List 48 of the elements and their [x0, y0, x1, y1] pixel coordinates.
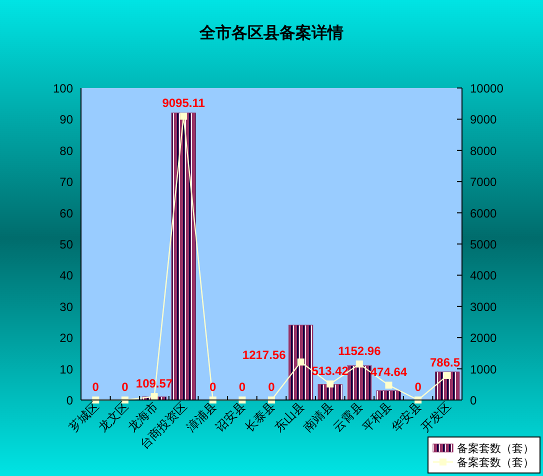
data-label: 513.42 — [312, 364, 349, 378]
point — [297, 358, 304, 366]
data-label: 0 — [414, 380, 422, 394]
y-tick-label: 70 — [60, 175, 74, 190]
chart-title: 全市各区县备案详情 — [198, 23, 344, 42]
bar — [435, 372, 460, 400]
y2-tick-label: 10000 — [470, 82, 504, 96]
data-label: 0 — [210, 380, 217, 394]
legend-label: 备案套数（套） — [457, 442, 534, 455]
y-tick-label: 80 — [60, 144, 74, 158]
bar — [288, 324, 314, 400]
y-tick-label: 30 — [60, 300, 74, 314]
legend-label: 备案套数（套） — [457, 456, 534, 469]
y2-tick-label: 1000 — [470, 362, 498, 376]
point — [150, 393, 158, 400]
y2-tick-label: 9000 — [470, 112, 498, 127]
y2-tick-label: 0 — [470, 394, 477, 408]
y-tick-label: 50 — [60, 238, 74, 252]
bar — [171, 112, 196, 400]
point — [326, 380, 334, 388]
y-tick-label: 20 — [60, 331, 74, 346]
y2-tick-label: 3000 — [470, 300, 498, 314]
y-tick-label: 60 — [60, 206, 74, 220]
y2-tick-label: 5000 — [470, 238, 498, 252]
data-label: 0 — [92, 380, 100, 394]
point — [444, 372, 451, 379]
data-label: 1217.56 — [242, 348, 286, 362]
point — [180, 112, 188, 120]
bar — [347, 365, 372, 400]
data-label: 0 — [122, 380, 129, 394]
point — [385, 382, 392, 389]
y-tick-label: 40 — [60, 268, 74, 283]
data-label: 786.5 — [430, 355, 460, 370]
data-label: 0 — [268, 380, 276, 394]
y2-tick-label: 6000 — [470, 206, 498, 220]
data-label: 0 — [238, 380, 246, 394]
y-tick-label: 100 — [52, 82, 74, 96]
point — [356, 360, 363, 368]
y-tick-label: 10 — [60, 362, 74, 376]
y2-tick-label: 2000 — [470, 331, 498, 346]
y2-tick-label: 7000 — [470, 175, 498, 190]
y-tick-label: 90 — [60, 112, 74, 127]
data-label: 9095.11 — [162, 96, 206, 110]
y-tick-label: 0 — [66, 394, 74, 408]
data-label: 1152.96 — [338, 344, 382, 358]
y2-tick-label: 8000 — [470, 144, 498, 158]
y2-tick-label: 4000 — [470, 268, 498, 283]
data-label: 474.64 — [370, 365, 408, 380]
